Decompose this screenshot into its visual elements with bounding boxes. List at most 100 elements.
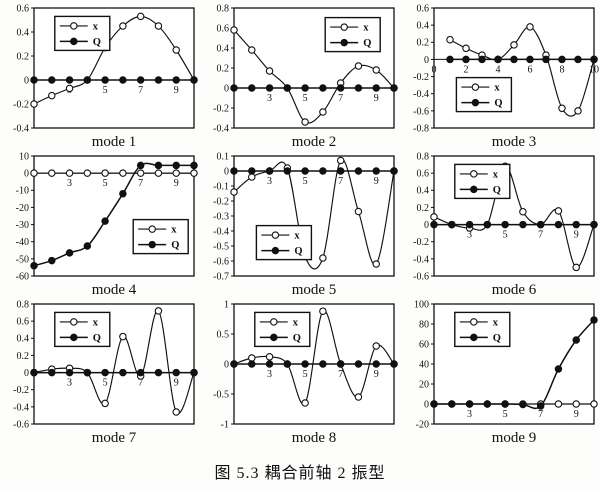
svg-text:9: 9 (374, 369, 379, 380)
svg-text:5: 5 (103, 178, 108, 189)
svg-text:x: x (493, 170, 499, 181)
svg-text:-40: -40 (16, 237, 29, 248)
svg-text:0: 0 (24, 368, 29, 379)
chart-mode-3: 0.6 0.4 0.2 0 -0.2 -0.4 -0.6 -0.8 0 2 4 6 8 10 x Q mode… (400, 3, 600, 151)
svg-text:-20: -20 (416, 419, 429, 430)
svg-text:0.2: 0.2 (417, 203, 430, 214)
svg-text:80: 80 (419, 319, 429, 330)
plot-mode-2: 0.8 0.6 0.4 0.2 0 -0.2 -0.4 3 5 7 9 xQ (213, 3, 398, 134)
svg-text:20: 20 (419, 379, 429, 390)
svg-text:-0.4: -0.4 (213, 226, 229, 237)
svg-text:0.4: 0.4 (17, 334, 30, 345)
svg-text:5: 5 (103, 85, 108, 96)
svg-text:0.4: 0.4 (417, 21, 430, 32)
svg-text:9: 9 (374, 176, 379, 187)
svg-text:-0.4: -0.4 (13, 402, 29, 413)
svg-text:7: 7 (338, 93, 343, 104)
svg-text:3: 3 (267, 369, 272, 380)
svg-text:7: 7 (138, 85, 143, 96)
svg-text:0.2: 0.2 (417, 38, 430, 49)
svg-text:x: x (293, 318, 299, 329)
svg-text:7: 7 (138, 378, 143, 389)
svg-text:-0.5: -0.5 (213, 241, 229, 252)
svg-text:x: x (363, 23, 369, 34)
svg-text:-20: -20 (16, 203, 29, 214)
svg-text:5: 5 (303, 93, 308, 104)
svg-text:-1: -1 (221, 419, 229, 430)
svg-text:6: 6 (528, 64, 533, 75)
figure-caption: 图 5.3 耦合前轴 2 振型 (214, 465, 386, 482)
svg-text:-0.6: -0.6 (13, 419, 29, 430)
svg-text:-0.6: -0.6 (413, 271, 429, 282)
svg-text:-0.4: -0.4 (413, 254, 429, 265)
svg-text:-0.6: -0.6 (213, 256, 229, 267)
chart-mode-2: 0.8 0.6 0.4 0.2 0 -0.2 -0.4 3 5 7 9 x Q mode 2 (200, 3, 400, 151)
svg-text:0: 0 (224, 166, 229, 177)
chart-mode-8: 1 0.5 0 -0.5 -1 3 5 7 9 x Q mode 8 (200, 299, 400, 447)
svg-text:-0.2: -0.2 (413, 72, 429, 83)
svg-text:0.4: 0.4 (417, 186, 430, 197)
svg-text:0: 0 (24, 75, 29, 86)
svg-text:0: 0 (224, 83, 229, 94)
svg-text:9: 9 (174, 378, 179, 389)
svg-text:-0.4: -0.4 (213, 123, 229, 134)
svg-text:0: 0 (424, 55, 429, 66)
chart-title-mode-2: mode 2 (291, 134, 337, 150)
svg-text:-0.3: -0.3 (213, 211, 229, 222)
svg-text:3: 3 (267, 93, 272, 104)
svg-text:Q: Q (293, 333, 301, 344)
chart-title-mode-7: mode 7 (91, 430, 137, 446)
svg-text:5: 5 (303, 176, 308, 187)
svg-text:1: 1 (224, 299, 229, 310)
svg-text:-60: -60 (16, 271, 29, 282)
svg-text:x: x (294, 231, 300, 242)
svg-text:Q: Q (493, 333, 501, 344)
chart-title-mode-5: mode 5 (291, 282, 337, 298)
svg-text:40: 40 (419, 359, 429, 370)
svg-text:0.5: 0.5 (217, 329, 230, 340)
svg-text:5: 5 (503, 409, 508, 420)
svg-text:5: 5 (503, 230, 508, 241)
svg-text:-30: -30 (16, 220, 29, 231)
svg-text:-0.5: -0.5 (213, 389, 229, 400)
svg-text:7: 7 (338, 176, 343, 187)
svg-text:2: 2 (464, 64, 469, 75)
chart-title-mode-1: mode 1 (91, 134, 137, 150)
svg-text:8: 8 (560, 64, 565, 75)
svg-text:0.8: 0.8 (217, 3, 230, 14)
svg-text:0.6: 0.6 (217, 23, 230, 34)
svg-text:-0.4: -0.4 (413, 89, 429, 100)
svg-text:x: x (93, 318, 99, 329)
chart-mode-4: 10 0 -10 -20 -30 -40 -50 -60 3 5 7 9 x Q mode 4 (0, 151, 200, 299)
svg-text:-0.2: -0.2 (413, 237, 429, 248)
svg-text:9: 9 (174, 85, 179, 96)
svg-text:0: 0 (24, 169, 29, 180)
svg-text:0: 0 (432, 64, 437, 75)
svg-text:7: 7 (538, 230, 543, 241)
svg-text:9: 9 (574, 409, 579, 420)
svg-text:x: x (171, 225, 177, 236)
svg-text:Q: Q (93, 333, 101, 344)
svg-text:x: x (493, 318, 499, 329)
chart-title-mode-9: mode 9 (491, 430, 537, 446)
chart-title-mode-3: mode 3 (491, 134, 537, 150)
svg-text:-0.4: -0.4 (13, 123, 29, 134)
svg-text:0.8: 0.8 (417, 151, 430, 162)
plot-mode-4: 10 0 -10 -20 -30 -40 -50 -60 3 5 7 9 xQ (16, 151, 198, 282)
svg-text:-50: -50 (16, 254, 29, 265)
svg-text:9: 9 (174, 178, 179, 189)
svg-text:0: 0 (224, 359, 229, 370)
svg-text:-0.6: -0.6 (413, 106, 429, 117)
svg-text:0.2: 0.2 (17, 51, 30, 62)
svg-text:0.6: 0.6 (417, 169, 430, 180)
svg-text:x: x (93, 22, 99, 33)
svg-text:0.6: 0.6 (17, 3, 30, 14)
chart-title-mode-8: mode 8 (291, 430, 337, 446)
svg-text:-0.2: -0.2 (213, 103, 229, 114)
svg-text:0.4: 0.4 (217, 43, 230, 54)
svg-text:0.1: 0.1 (217, 151, 230, 162)
